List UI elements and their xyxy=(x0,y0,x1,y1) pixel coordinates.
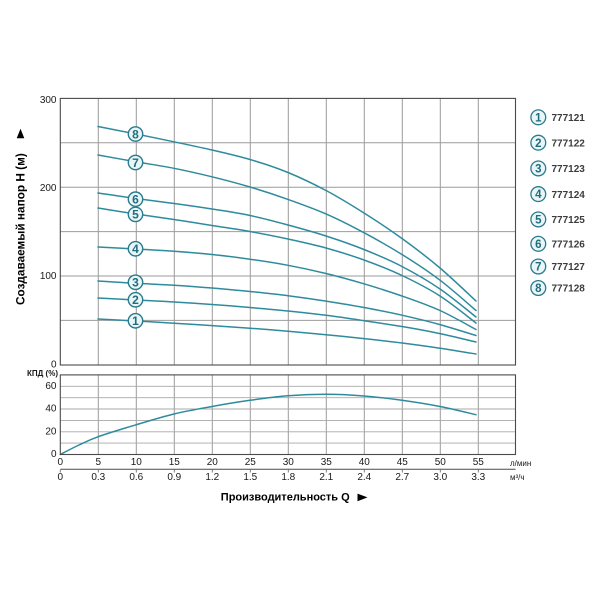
svg-text:5: 5 xyxy=(132,208,139,222)
svg-text:КПД (%): КПД (%) xyxy=(27,369,58,378)
svg-text:3: 3 xyxy=(132,276,139,290)
svg-text:5: 5 xyxy=(96,457,102,468)
svg-text:0.6: 0.6 xyxy=(129,472,143,483)
svg-text:2.1: 2.1 xyxy=(319,472,333,483)
svg-text:777122: 777122 xyxy=(552,138,586,149)
svg-text:30: 30 xyxy=(283,457,295,468)
svg-text:3: 3 xyxy=(535,164,541,176)
svg-text:35: 35 xyxy=(321,457,333,468)
svg-text:300: 300 xyxy=(40,95,57,106)
svg-text:0: 0 xyxy=(51,360,57,371)
svg-text:50: 50 xyxy=(435,457,447,468)
svg-text:1: 1 xyxy=(132,314,139,328)
svg-text:1: 1 xyxy=(535,112,542,124)
svg-text:15: 15 xyxy=(169,457,181,468)
svg-text:6: 6 xyxy=(132,193,139,207)
svg-text:л/мин: л/мин xyxy=(510,459,531,468)
svg-text:0.9: 0.9 xyxy=(167,472,181,483)
svg-text:2.4: 2.4 xyxy=(357,472,371,483)
svg-text:5: 5 xyxy=(535,215,542,227)
svg-text:м³/ч: м³/ч xyxy=(510,473,525,482)
svg-text:200: 200 xyxy=(40,183,57,194)
svg-text:4: 4 xyxy=(132,242,139,256)
svg-text:0: 0 xyxy=(58,472,64,483)
svg-text:7: 7 xyxy=(535,262,541,274)
svg-text:7: 7 xyxy=(132,156,139,170)
svg-text:777127: 777127 xyxy=(552,262,586,273)
svg-text:10: 10 xyxy=(131,457,143,468)
svg-text:3.0: 3.0 xyxy=(433,472,447,483)
svg-text:2: 2 xyxy=(535,138,541,150)
svg-text:777124: 777124 xyxy=(552,190,586,201)
svg-text:8: 8 xyxy=(535,283,542,295)
svg-text:777126: 777126 xyxy=(552,240,586,251)
svg-text:20: 20 xyxy=(207,457,219,468)
svg-text:25: 25 xyxy=(245,457,257,468)
svg-text:777125: 777125 xyxy=(552,215,586,226)
svg-text:45: 45 xyxy=(397,457,409,468)
svg-text:Создаваемый напор Н (м): Создаваемый напор Н (м) xyxy=(13,153,27,305)
svg-text:0: 0 xyxy=(51,449,57,460)
svg-text:777128: 777128 xyxy=(552,284,586,295)
svg-text:0.3: 0.3 xyxy=(91,472,105,483)
svg-text:3.3: 3.3 xyxy=(471,472,485,483)
svg-text:6: 6 xyxy=(535,239,541,251)
svg-text:4: 4 xyxy=(535,189,542,201)
svg-text:20: 20 xyxy=(45,426,57,437)
svg-text:55: 55 xyxy=(473,457,485,468)
svg-text:1.2: 1.2 xyxy=(205,472,219,483)
svg-text:40: 40 xyxy=(45,404,57,415)
svg-text:Производительность Q: Производительность Q xyxy=(221,491,350,503)
svg-text:60: 60 xyxy=(45,381,57,392)
svg-text:777123: 777123 xyxy=(552,164,586,175)
svg-text:40: 40 xyxy=(359,457,371,468)
svg-text:1.8: 1.8 xyxy=(281,472,295,483)
svg-text:1.5: 1.5 xyxy=(243,472,257,483)
svg-text:100: 100 xyxy=(40,271,57,282)
svg-text:0: 0 xyxy=(58,457,64,468)
svg-text:8: 8 xyxy=(132,127,139,141)
svg-text:2: 2 xyxy=(132,293,139,307)
svg-text:777121: 777121 xyxy=(552,113,586,124)
svg-text:2.7: 2.7 xyxy=(395,472,409,483)
